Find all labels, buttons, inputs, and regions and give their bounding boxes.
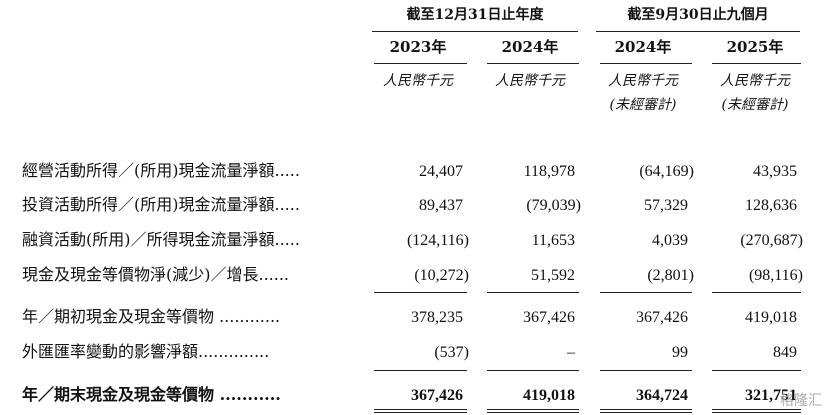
rule <box>712 412 801 413</box>
rule <box>600 370 692 371</box>
cell-value: 11,653 <box>531 232 575 249</box>
cell-value: 849 <box>773 344 797 361</box>
rule <box>596 31 800 32</box>
rule <box>374 409 467 410</box>
rule <box>712 370 801 371</box>
cell-value: 419,018 <box>745 309 797 326</box>
rule <box>600 292 692 293</box>
cell-value: (10,272) <box>414 267 469 284</box>
cell-value: 419,018 <box>523 387 575 404</box>
rule <box>487 409 579 410</box>
rule <box>712 292 801 293</box>
cell-value: 367,426 <box>411 387 463 404</box>
row-label: 融資活動(所用)／所得現金流量淨額..... <box>22 230 300 249</box>
cell-value: 367,426 <box>523 309 575 326</box>
rule <box>372 31 578 32</box>
rule <box>600 63 692 64</box>
rule <box>374 292 467 293</box>
rule <box>374 412 467 413</box>
cell-value: 24,407 <box>419 163 463 180</box>
cell-value: (79,039) <box>526 197 581 214</box>
cell-value: 367,426 <box>636 309 688 326</box>
cell-value: (64,169) <box>639 163 694 180</box>
cell-value: 128,636 <box>745 197 797 214</box>
cell-value: 321,751 <box>745 387 797 404</box>
row-label: 外匯匯率變動的影響淨額.............. <box>22 342 270 361</box>
row-label: 現金及現金等價物淨(減少)／增長...... <box>22 265 290 284</box>
rule <box>712 63 801 64</box>
cell-value: 99 <box>672 344 688 361</box>
unit-label: 人民幣千元 <box>383 73 453 89</box>
unit-label: 人民幣千元 <box>495 73 565 89</box>
cell-value: 43,935 <box>753 163 797 180</box>
watermark: 格隆汇 <box>780 393 822 409</box>
cell-value: 89,437 <box>419 197 463 214</box>
rule <box>487 292 579 293</box>
cell-value: 364,724 <box>636 387 688 404</box>
row-label: 年／期末現金及現金等價物 ........... <box>22 385 281 404</box>
cell-value: (270,687) <box>740 232 803 249</box>
rule <box>600 409 692 410</box>
cell-value: 378,235 <box>411 309 463 326</box>
rule <box>487 370 579 371</box>
cell-value: 118,978 <box>523 163 575 180</box>
cell-value: 51,592 <box>531 267 575 284</box>
cell-value: (98,116) <box>748 267 803 284</box>
cell-value: (2,801) <box>647 267 694 284</box>
row-label: 投資活動所得／(所用)現金流量淨額..... <box>22 195 300 214</box>
unaudited-label: (未經審計) <box>721 97 789 113</box>
cell-value: – <box>567 344 575 361</box>
rule <box>487 412 579 413</box>
rule <box>487 63 579 64</box>
unaudited-label: (未經審計) <box>609 97 677 113</box>
rule <box>374 63 467 64</box>
year-header: 2024年 <box>501 38 559 56</box>
group-header: 截至12月31日止年度 <box>406 7 544 23</box>
rule <box>712 409 801 410</box>
year-header: 2023年 <box>389 38 447 56</box>
group-header: 截至9月30日止九個月 <box>627 7 769 23</box>
row-label: 年／期初現金及現金等價物 ............ <box>22 307 281 326</box>
cell-value: (537) <box>434 344 469 361</box>
rule <box>374 370 467 371</box>
rule <box>600 412 692 413</box>
year-header: 2025年 <box>726 38 784 56</box>
cell-value: 57,329 <box>644 197 688 214</box>
unit-label: 人民幣千元 <box>608 73 678 89</box>
unit-label: 人民幣千元 <box>720 73 790 89</box>
cell-value: 4,039 <box>652 232 688 249</box>
row-label: 經營活動所得／(所用)現金流量淨額..... <box>22 161 300 180</box>
year-header: 2024年 <box>614 38 672 56</box>
cell-value: (124,116) <box>406 232 469 249</box>
